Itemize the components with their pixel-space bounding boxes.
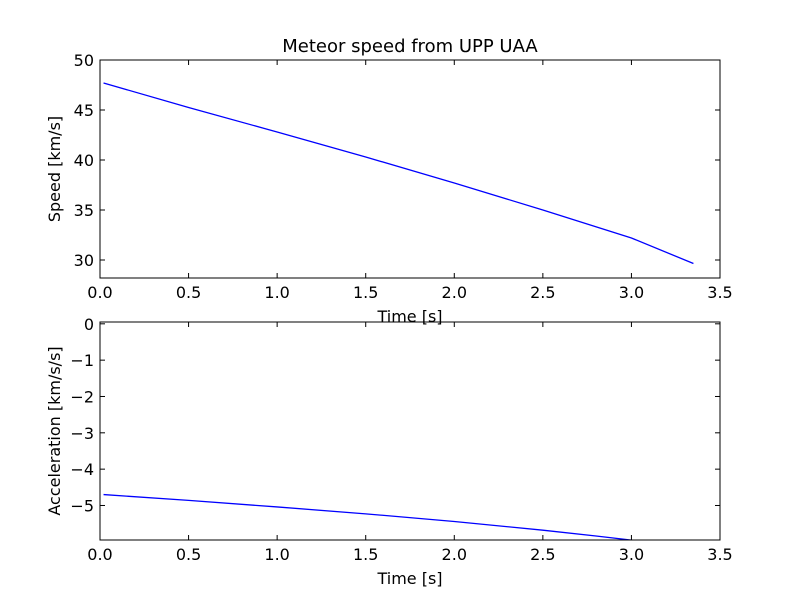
accel-y-tick-label: −2 [70, 387, 94, 406]
accel-y-axis-label: Acceleration [km/s/s] [45, 346, 64, 515]
speed-series-line [103, 82, 694, 265]
speed-y-tick-label: 50 [74, 51, 94, 70]
accel-x-tick-label: 1.0 [264, 545, 289, 564]
accel-x-tick-label: 0.5 [176, 545, 201, 564]
speed-y-tick-label: 40 [74, 151, 94, 170]
accel-x-tick-label: 1.5 [353, 545, 378, 564]
accel-x-axis-label: Time [s] [376, 569, 442, 588]
speed-x-tick-label: 1.0 [264, 283, 289, 302]
speed-x-tick-label: 2.5 [530, 283, 555, 302]
speed-plot: 0.0 0.5 1.0 1.5 2.0 2.5 3.0 3.5 30 35 40 45 50 Meteor… [45, 36, 733, 326]
accel-y-tick-label: 0 [84, 315, 94, 334]
accel-x-tick-label: 3.5 [707, 545, 732, 564]
speed-x-tick-label: 0.0 [87, 283, 112, 302]
speed-x-tick-label: 0.5 [176, 283, 201, 302]
accel-plot: 0.0 0.5 1.0 1.5 2.0 2.5 3.0 3.5 0 −1 −2 −3 −4 −5 Time … [45, 315, 733, 588]
speed-axes-frame [99, 59, 721, 279]
accel-x-tick-label: 2.0 [442, 545, 467, 564]
accel-x-tick-label: 0.0 [87, 545, 112, 564]
accel-x-tick-label: 3.0 [619, 545, 644, 564]
speed-x-tick-label: 1.5 [353, 283, 378, 302]
speed-x-tick-label: 3.0 [619, 283, 644, 302]
speed-y-tick-label: 30 [74, 251, 94, 270]
accel-y-tick-label: −4 [70, 460, 94, 479]
accel-y-tick-label: −1 [70, 351, 94, 370]
speed-x-tick-label: 3.5 [707, 283, 732, 302]
speed-x-tick-label: 2.0 [442, 283, 467, 302]
accel-y-tick-label: −5 [70, 496, 94, 515]
speed-x-axis-label: Time [s] [376, 307, 442, 326]
accel-x-tick-label: 2.5 [530, 545, 555, 564]
speed-y-tick-label: 35 [74, 201, 94, 220]
speed-y-axis-label: Speed [km/s] [45, 116, 64, 222]
accel-y-tick-label: −3 [70, 424, 94, 443]
accel-axes-frame [99, 321, 721, 541]
speed-y-tick-label: 45 [74, 101, 94, 120]
speed-chart-title: Meteor speed from UPP UAA [282, 36, 538, 57]
accel-series-line [103, 493, 637, 540]
